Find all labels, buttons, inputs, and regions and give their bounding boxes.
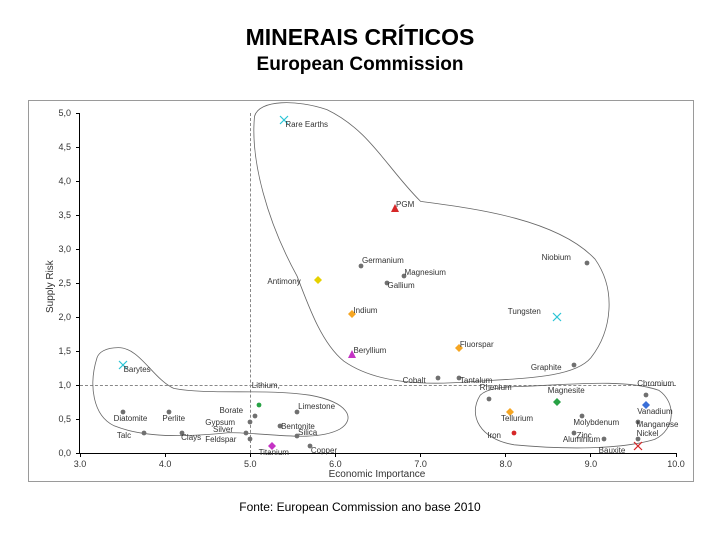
data-point: Barytes xyxy=(118,360,128,370)
data-point: Silica xyxy=(292,431,302,441)
data-point: Germanium xyxy=(356,261,366,271)
data-point: Bentonite xyxy=(275,421,285,431)
data-point: Chromium xyxy=(641,390,651,400)
point-label: Zinc xyxy=(577,432,592,440)
data-point: Tungsten xyxy=(552,312,562,322)
data-point: Vanadium xyxy=(641,400,651,410)
point-label: Tellurium xyxy=(501,415,533,423)
point-label: Perlite xyxy=(162,415,185,423)
point-label: Borate xyxy=(220,407,244,415)
point-label: Germanium xyxy=(362,257,404,265)
point-label: Fluorspar xyxy=(460,341,494,349)
data-point: Rhenium xyxy=(484,394,494,404)
point-label: Beryllium xyxy=(353,347,386,355)
point-label: Antimony xyxy=(267,278,300,286)
point-label: Magnesite xyxy=(548,387,585,395)
data-point: Lithium, xyxy=(254,400,264,410)
point-label: Tungsten xyxy=(508,308,541,316)
page-root: MINERAIS CRÍTICOS European Commission 0,… xyxy=(0,0,720,540)
data-point: Bauxite xyxy=(633,441,643,451)
data-point: Graphite xyxy=(569,360,579,370)
page-subtitle: European Commission xyxy=(0,54,720,76)
data-point: Perlite xyxy=(164,407,174,417)
data-point: Titanium xyxy=(267,441,277,451)
point-label: PGM xyxy=(396,201,414,209)
critical-cluster xyxy=(254,103,609,384)
page-title: MINERAIS CRÍTICOS xyxy=(0,24,720,51)
x-axis-label: Economic Importance xyxy=(79,469,675,480)
data-point: Magnesite xyxy=(552,397,562,407)
point-label: Rhenium xyxy=(480,384,512,392)
data-point: PGM xyxy=(390,203,400,213)
point-label: Iron xyxy=(487,432,501,440)
point-label: Molybdenum xyxy=(573,419,619,427)
point-label: Silica xyxy=(298,429,317,437)
point-label: Diatomite xyxy=(114,415,148,423)
data-point: Copper xyxy=(305,441,315,451)
point-label: Niobium xyxy=(542,254,571,262)
point-label: Gallium xyxy=(388,282,415,290)
data-point: Niobium xyxy=(582,258,592,268)
data-point: Tellurium xyxy=(505,407,515,417)
point-label: Copper xyxy=(311,447,337,455)
point-label: Limestone xyxy=(298,403,335,411)
data-point: Talc xyxy=(139,428,149,438)
data-point: Gypsum xyxy=(245,417,255,427)
data-point: Zinc xyxy=(599,434,609,444)
data-point: Diatomite xyxy=(118,407,128,417)
point-label: Bauxite xyxy=(599,447,626,455)
chart-container: 0,00,51,01,52,02,53,03,54,04,55,03.04.05… xyxy=(28,100,694,482)
point-label: Clays xyxy=(181,434,201,442)
data-point: Antimony xyxy=(313,275,323,285)
data-point: Gallium xyxy=(382,278,392,288)
point-label: Rare Earths xyxy=(285,121,328,129)
point-label: Graphite xyxy=(531,364,562,372)
point-label: Vanadium xyxy=(637,408,672,416)
data-point: Fluorspar xyxy=(454,343,464,353)
point-label: Indium xyxy=(353,307,377,315)
data-point: Tantalum xyxy=(454,373,464,383)
point-label: Magnesium xyxy=(405,269,446,277)
plot-area: 0,00,51,01,52,02,53,03,54,04,55,03.04.05… xyxy=(79,113,676,454)
point-label: Feldspar xyxy=(205,436,236,444)
point-label: Manganese xyxy=(637,421,679,429)
data-point: Cobalt xyxy=(433,373,443,383)
cluster-outlines xyxy=(80,113,676,453)
point-label: Nickel xyxy=(637,430,659,438)
point-label: Silver xyxy=(213,426,233,434)
source-text: Fonte: European Commission ano base 2010 xyxy=(0,500,720,514)
data-point: Limestone xyxy=(292,407,302,417)
data-point: Iron xyxy=(509,428,519,438)
data-point: Clays xyxy=(177,428,187,438)
data-point: Magnesium xyxy=(399,271,409,281)
point-label: Chromium xyxy=(637,380,674,388)
y-axis-label: Supply Risk xyxy=(45,260,56,313)
point-label: Titanium xyxy=(259,449,289,457)
point-label: Barytes xyxy=(124,366,151,374)
data-point: Rare Earths xyxy=(279,115,289,125)
data-point: Beryllium xyxy=(347,349,357,359)
data-point: Feldspar xyxy=(245,434,255,444)
data-point: Molybdenum xyxy=(577,411,587,421)
point-label: Cobalt xyxy=(403,377,426,385)
point-label: Lithium, xyxy=(252,382,280,390)
point-label: Talc xyxy=(117,432,131,440)
data-point: Manganese xyxy=(633,417,643,427)
data-point: Indium xyxy=(347,309,357,319)
